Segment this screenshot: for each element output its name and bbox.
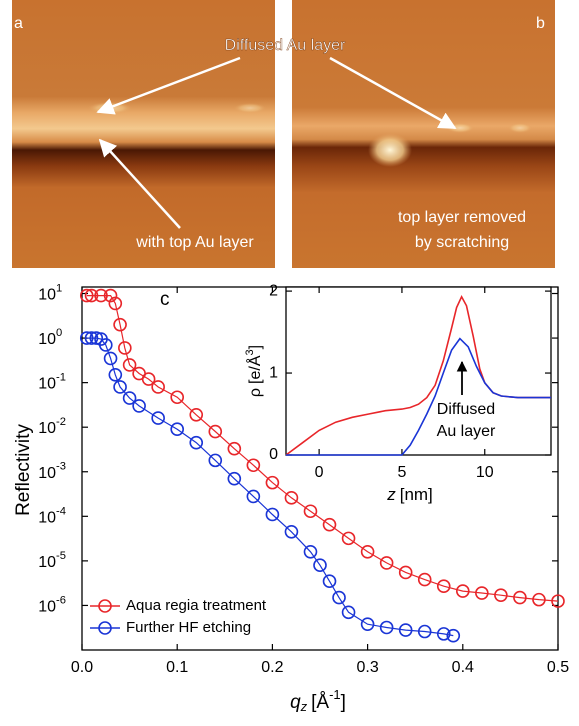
y-tick-exponent: 0 (56, 327, 62, 339)
annotation: Au layer (437, 423, 496, 440)
x-label-unit: [nm] (400, 485, 433, 504)
y-tick-base: 10 (38, 287, 56, 304)
afm-blob (368, 133, 412, 167)
y-tick-base: 10 (38, 599, 56, 616)
y-tick-exponent: 1 (56, 282, 62, 294)
legend-label: Aqua regia treatment (126, 597, 267, 614)
figure: a b Diffused Au layer with top Au layer … (0, 0, 579, 721)
afm-spot (508, 123, 532, 133)
x-tick-label: 0.0 (71, 659, 93, 676)
annotation: by scratching (415, 234, 509, 251)
annotation: Diffused Au layer (225, 37, 346, 54)
y-tick-base: 10 (38, 420, 56, 437)
y-tick-label: 10 (38, 599, 56, 616)
y-tick-exponent: -2 (56, 416, 66, 428)
panel-label: c (160, 289, 170, 310)
y-tick-exponent: -4 (56, 505, 66, 517)
image-panels: a b Diffused Au layer with top Au layer … (12, 0, 555, 268)
x-tick-label: 0.1 (166, 659, 188, 676)
y-tick-exponent: -5 (56, 550, 66, 562)
panel-label: a (14, 15, 23, 32)
y-tick-label: 2 (269, 282, 278, 299)
x-label-symbol: q (290, 692, 301, 713)
y-tick-base: 10 (38, 510, 56, 527)
y-label-close: ] (247, 345, 264, 349)
y-tick-label: 1 (269, 364, 278, 381)
y-tick-label: 10 (38, 376, 56, 393)
annotation: Diffused (437, 401, 495, 418)
x-axis-label: qz[Å-1] (290, 687, 346, 714)
x-label-close: ] (341, 692, 346, 713)
legend-label: Further HF etching (126, 619, 251, 636)
x-label-sub: z (300, 699, 308, 714)
y-tick-label: 10 (38, 465, 56, 482)
annotation: with top Au layer (135, 234, 254, 251)
x-tick-label: 0.2 (261, 659, 283, 676)
panel-label: b (536, 15, 545, 32)
y-tick-label: 0 (269, 446, 278, 463)
y-tick-base: 10 (38, 376, 56, 393)
x-tick-label: 0 (315, 464, 324, 481)
y-tick-label: 10 (38, 331, 56, 348)
x-label-unit: [Å (311, 692, 329, 713)
y-tick-exponent: -3 (56, 461, 66, 473)
x-tick-label: 0.5 (547, 659, 569, 676)
x-tick-label: 5 (397, 464, 406, 481)
x-tick-label: 0.3 (356, 659, 378, 676)
y-tick-label: 10 (38, 510, 56, 527)
y-tick-exponent: -1 (56, 372, 66, 384)
afm-spot (234, 103, 266, 113)
x-label-symbol: z (386, 485, 396, 504)
x-axis-label: z[nm] (386, 485, 433, 504)
y-tick-exponent: -6 (56, 594, 66, 606)
y-label-unit: [e/Å (245, 355, 264, 384)
y-tick-base: 10 (38, 331, 56, 348)
x-label-sup: -1 (329, 687, 341, 702)
y-tick-label: 10 (38, 554, 56, 571)
y-label-symbol: ρ (247, 388, 264, 397)
annotation: top layer removed (398, 209, 526, 226)
y-axis-label: Reflectivity (13, 424, 34, 516)
y-tick-label: 10 (38, 420, 56, 437)
y-tick-base: 10 (38, 554, 56, 571)
y-tick-base: 10 (38, 465, 56, 482)
x-tick-label: 10 (476, 464, 494, 481)
x-tick-label: 0.4 (452, 659, 474, 676)
y-tick-label: 10 (38, 287, 56, 304)
